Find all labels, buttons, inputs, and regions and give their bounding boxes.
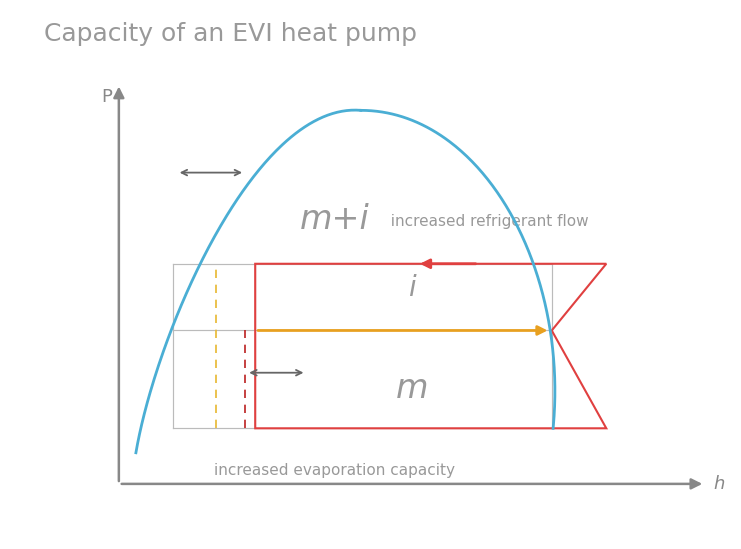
Text: Capacity of an EVI heat pump: Capacity of an EVI heat pump (44, 22, 417, 46)
Text: m+i: m+i (299, 203, 369, 236)
Text: increased evaporation capacity: increased evaporation capacity (214, 463, 455, 478)
Text: h: h (713, 475, 725, 493)
Text: i: i (408, 274, 416, 302)
Text: m: m (396, 372, 428, 405)
Text: increased refrigerant flow: increased refrigerant flow (382, 214, 589, 229)
Text: P: P (102, 88, 112, 106)
